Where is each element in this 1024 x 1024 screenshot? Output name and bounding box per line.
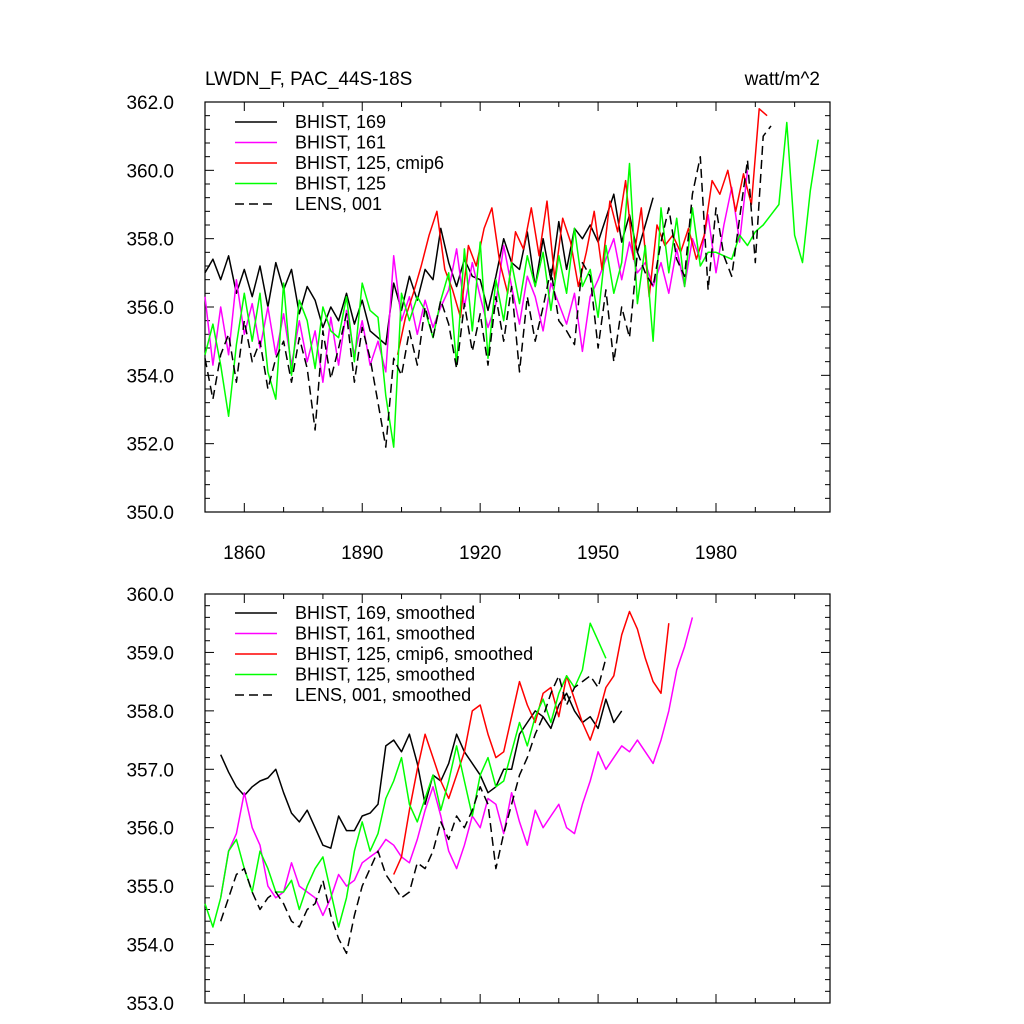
series-line-4 [204,121,819,448]
y-tick-label: 357.0 [126,760,174,781]
x-tick-label: 1920 [459,543,501,564]
units-label: watt/m^2 [744,69,820,90]
chart-title: LWDN_F, PAC_44S-18S [205,69,412,90]
series-line-2 [204,170,749,383]
legend-label: LENS, 001, smoothed [295,685,471,705]
y-tick-label: 355.0 [126,877,174,898]
series-line-1 [204,193,654,346]
series-line-5 [219,658,607,955]
legend-label: BHIST, 125, cmip6 [295,153,444,173]
legend-label: BHIST, 161, smoothed [295,624,475,644]
legend-label: BHIST, 169, smoothed [295,603,475,623]
y-tick-label: 362.0 [126,93,174,114]
legend-label: BHIST, 125, cmip6, smoothed [295,644,533,664]
y-tick-label: 358.0 [126,702,174,723]
x-tick-label: 1890 [341,543,383,564]
y-tick-label: 360.0 [126,161,174,182]
legend-label: LENS, 001 [295,194,382,214]
x-tick-label: 1950 [577,543,619,564]
x-tick-label: 1980 [695,543,737,564]
y-tick-label: 356.0 [126,298,174,319]
y-tick-label: 352.0 [126,435,174,456]
y-tick-label: 350.0 [126,503,174,524]
y-tick-label: 354.0 [126,936,174,957]
legend-label: BHIST, 169 [295,112,386,132]
legend-label: BHIST, 125, smoothed [295,665,475,685]
chart-panel-1: 350.0 352.0 354.0 356.0 358.0 360.0 362.0 1860 1… [126,69,831,564]
legend-label: BHIST, 161 [295,133,386,153]
y-tick-label: 359.0 [126,643,174,664]
y-tick-label: 354.0 [126,366,174,387]
y-tick-label: 358.0 [126,230,174,251]
series-line-2 [219,617,694,917]
y-tick-label: 360.0 [126,585,174,606]
y-tick-label: 356.0 [126,819,174,840]
y-tick-label: 353.0 [126,994,174,1015]
chart-panel-2: 353.0 354.0 355.0 356.0 357.0 358.0 359.0 360.0… [126,585,831,1015]
series-line-3 [393,610,670,875]
series-line-4 [204,622,607,928]
legend-label: BHIST, 125 [295,174,386,194]
x-tick-label: 1860 [223,543,265,564]
series-line-5 [204,125,772,448]
series-line-1 [220,692,623,849]
plot-frame [204,593,831,1004]
